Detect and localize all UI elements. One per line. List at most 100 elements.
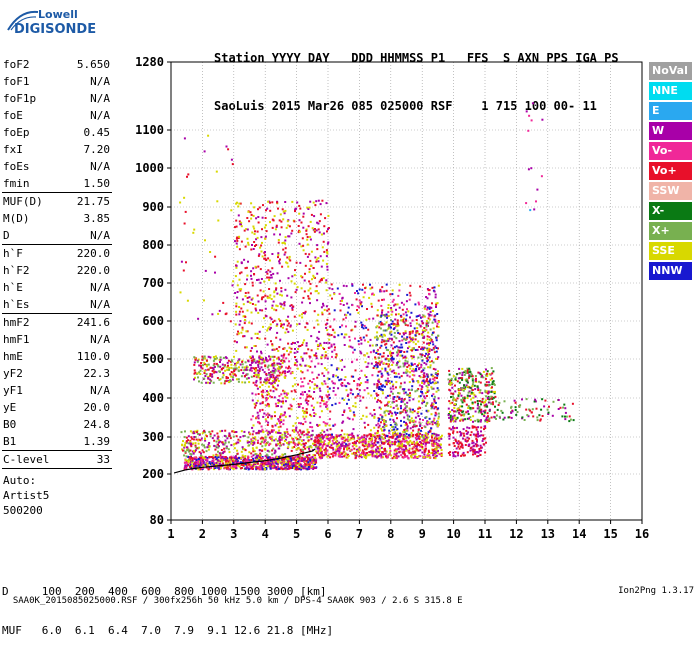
echo-point	[314, 454, 316, 456]
echo-point	[402, 309, 404, 311]
echo-point	[238, 236, 240, 238]
echo-point	[315, 450, 317, 452]
echo-point	[308, 464, 310, 466]
echo-point	[326, 329, 328, 331]
echo-point	[387, 307, 389, 309]
echo-point	[280, 421, 282, 423]
echo-point	[258, 222, 260, 224]
echo-point	[217, 436, 219, 438]
echo-point	[251, 312, 253, 314]
echo-point	[301, 344, 303, 346]
echo-point	[297, 384, 299, 386]
echo-point	[321, 372, 323, 374]
echo-point	[265, 357, 267, 359]
echo-point	[312, 227, 314, 229]
echo-point	[239, 223, 241, 225]
echo-point	[256, 459, 258, 461]
echo-point	[436, 347, 438, 349]
echo-point	[267, 328, 269, 330]
echo-point	[365, 376, 367, 378]
echo-point	[366, 335, 368, 337]
echo-point	[319, 281, 321, 283]
echo-point	[414, 424, 416, 426]
echo-point	[391, 371, 393, 373]
echo-point	[411, 389, 413, 391]
echo-point	[352, 376, 354, 378]
echo-point	[437, 407, 439, 409]
echo-point	[243, 369, 245, 371]
echo-point	[348, 407, 350, 409]
echo-point	[385, 456, 387, 458]
echo-point	[415, 448, 417, 450]
echo-point	[262, 463, 264, 465]
echo-point	[432, 403, 434, 405]
echo-point	[277, 252, 279, 254]
echo-point	[369, 345, 371, 347]
echo-point	[266, 230, 268, 232]
echo-point	[278, 420, 280, 422]
echo-point	[376, 314, 378, 316]
echo-point	[270, 415, 272, 417]
echo-point	[257, 442, 259, 444]
echo-point	[240, 369, 242, 371]
echo-point	[192, 443, 194, 445]
echo-point	[257, 266, 259, 268]
echo-point	[472, 375, 474, 377]
echo-point	[428, 450, 430, 452]
echo-point	[377, 365, 379, 367]
echo-point	[439, 453, 441, 455]
echo-point	[269, 395, 271, 397]
echo-point	[425, 353, 427, 355]
echo-point	[415, 437, 417, 439]
echo-point	[323, 342, 325, 344]
echo-point	[373, 367, 375, 369]
echo-point	[323, 454, 325, 456]
echo-point	[283, 353, 285, 355]
echo-point	[366, 387, 368, 389]
echo-point	[435, 372, 437, 374]
echo-point	[276, 456, 278, 458]
echo-point	[304, 280, 306, 282]
echo-point	[253, 248, 255, 250]
echo-point	[263, 290, 265, 292]
echo-point	[312, 398, 314, 400]
echo-point	[256, 432, 258, 434]
echo-point	[328, 453, 330, 455]
echo-point	[300, 422, 302, 424]
echo-point	[361, 452, 363, 454]
echo-point	[410, 427, 412, 429]
echo-point	[238, 214, 240, 216]
echo-point	[269, 457, 271, 459]
echo-point	[371, 306, 373, 308]
echo-point	[403, 421, 405, 423]
echo-point	[432, 393, 434, 395]
echo-point	[282, 249, 284, 251]
echo-point	[302, 371, 304, 373]
echo-point	[248, 360, 250, 362]
echo-point	[277, 385, 279, 387]
echo-point	[370, 395, 372, 397]
echo-point	[393, 328, 395, 330]
echo-point	[380, 436, 382, 438]
echo-point	[409, 368, 411, 370]
echo-point	[284, 453, 286, 455]
echo-point	[235, 314, 237, 316]
echo-point	[326, 401, 328, 403]
echo-point	[331, 356, 333, 358]
echo-point	[381, 299, 383, 301]
echo-point	[189, 456, 191, 458]
echo-point	[341, 385, 343, 387]
echo-point	[392, 289, 394, 291]
echo-point	[383, 330, 385, 332]
echo-point	[427, 366, 429, 368]
echo-point	[461, 368, 463, 370]
echo-point	[235, 431, 237, 433]
echo-point	[323, 421, 325, 423]
echo-point	[389, 419, 391, 421]
echo-point	[258, 393, 260, 395]
echo-point	[270, 274, 272, 276]
echo-point	[449, 411, 451, 413]
echo-point	[276, 323, 278, 325]
echo-point	[371, 293, 373, 295]
echo-point	[304, 467, 306, 469]
